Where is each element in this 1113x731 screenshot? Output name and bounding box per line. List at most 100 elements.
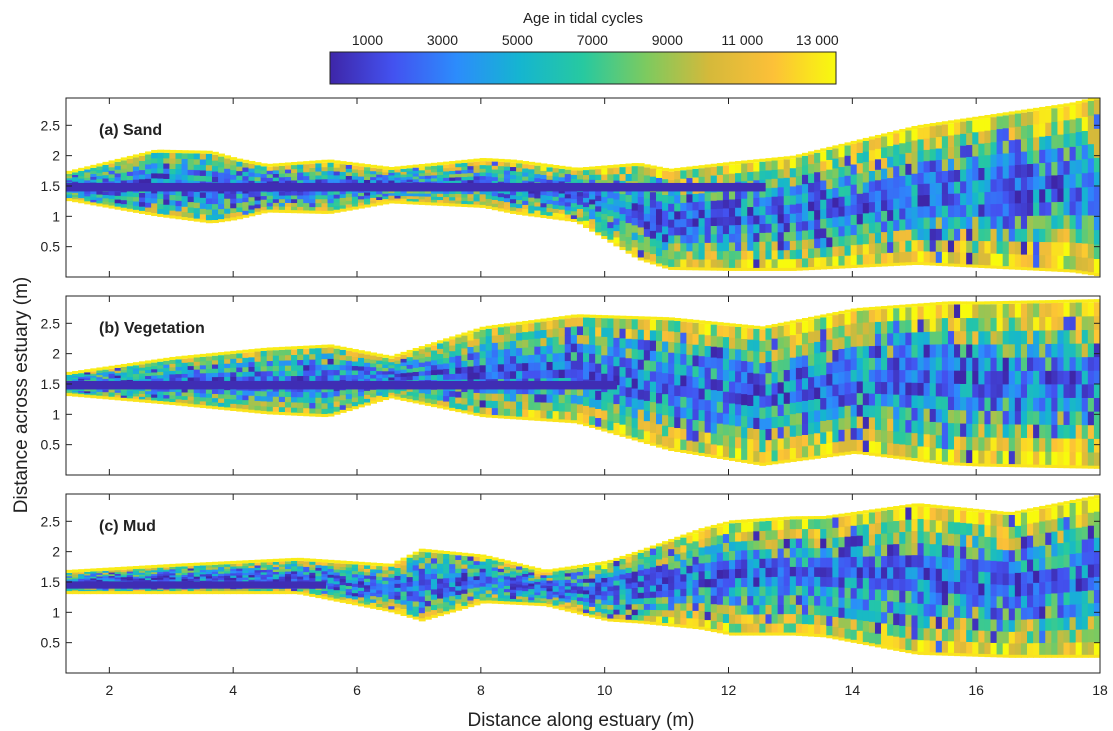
deposit-cell xyxy=(163,163,171,169)
deposit-rim xyxy=(254,211,262,215)
deposit-rim xyxy=(151,213,159,217)
deposit-cell xyxy=(400,362,408,367)
deposit-cell xyxy=(698,344,706,357)
deposit-cell xyxy=(236,390,244,396)
deposit-rim xyxy=(169,356,177,360)
deposit-rim xyxy=(759,326,767,330)
deposit-cell xyxy=(145,168,152,175)
deposit-cell xyxy=(534,393,542,403)
deposit-cell xyxy=(145,207,152,213)
deposit-cell xyxy=(735,447,742,460)
deposit-rim xyxy=(199,219,207,223)
deposit-cell xyxy=(236,371,244,377)
deposit-rim xyxy=(388,355,396,359)
deposit-cell xyxy=(84,578,92,581)
deposit-rim xyxy=(753,267,761,271)
deposit-cell xyxy=(1081,302,1089,317)
deposit-cell xyxy=(637,227,645,236)
deposit-cell xyxy=(601,202,609,209)
deposit-cell xyxy=(692,398,700,410)
deposit-cell xyxy=(181,392,189,397)
deposit-cell xyxy=(66,175,73,179)
deposit-rim xyxy=(1069,465,1077,469)
deposit-rim xyxy=(887,454,894,459)
deposit-cell xyxy=(516,203,523,209)
deposit-cell xyxy=(655,208,663,217)
deposit-rim xyxy=(321,344,329,348)
deposit-cell xyxy=(467,190,475,195)
deposit-cell xyxy=(479,392,487,401)
deposit-cell xyxy=(643,251,651,260)
deposit-cell xyxy=(1093,411,1100,426)
deposit-cell xyxy=(747,427,755,440)
deposit-rim xyxy=(607,165,615,169)
deposit-cell xyxy=(753,206,761,216)
deposit-rim xyxy=(1069,269,1077,273)
deposit-cell xyxy=(461,348,469,355)
deposit-rim xyxy=(576,221,584,225)
deposit-cell xyxy=(552,328,560,337)
deposit-cell xyxy=(619,173,627,181)
deposit-cell xyxy=(887,241,894,253)
deposit-cell xyxy=(960,304,967,319)
deposit-rim xyxy=(698,267,706,271)
deposit-cell xyxy=(1008,241,1016,255)
deposit-cell xyxy=(455,196,463,201)
deposit-cell xyxy=(947,228,955,241)
deposit-cell xyxy=(1093,258,1100,274)
deposit-cell xyxy=(1051,356,1059,371)
deposit-cell xyxy=(72,377,79,380)
deposit-cell xyxy=(1008,253,1016,267)
deposit-cell xyxy=(716,250,724,260)
deposit-cell xyxy=(899,307,907,321)
deposit-cell xyxy=(613,356,621,367)
deposit-cell xyxy=(364,374,371,379)
deposit-cell xyxy=(899,240,907,253)
deposit-cell xyxy=(510,170,517,176)
deposit-cell xyxy=(856,203,864,215)
panel-2: 0.511.522.5 (b) Vegetation xyxy=(41,295,1101,476)
deposit-cell xyxy=(649,253,657,262)
deposit-cell xyxy=(862,428,870,441)
deposit-cell xyxy=(558,197,566,202)
deposit-cell xyxy=(412,173,420,177)
deposit-cell xyxy=(595,327,603,337)
deposit-cell xyxy=(631,232,639,241)
deposit-cell xyxy=(108,195,116,199)
deposit-cell xyxy=(211,368,219,373)
deposit-cell xyxy=(181,190,189,197)
deposit-cell xyxy=(151,394,159,398)
deposit-rim xyxy=(120,363,128,367)
deposit-cell xyxy=(972,410,980,424)
deposit-cell xyxy=(899,444,907,457)
deposit-rim xyxy=(333,160,341,164)
deposit-rim xyxy=(102,567,110,571)
deposit-cell xyxy=(941,135,949,148)
deposit-cell xyxy=(649,191,657,200)
deposit-cell xyxy=(126,175,134,181)
deposit-cell xyxy=(138,197,146,203)
deposit-cell xyxy=(649,412,657,423)
deposit-rim xyxy=(430,342,438,346)
deposit-cell xyxy=(449,362,457,369)
deposit-cell xyxy=(364,176,371,180)
deposit-cell xyxy=(735,370,742,383)
deposit-cell xyxy=(96,194,104,198)
deposit-cell xyxy=(108,198,116,203)
deposit-cell xyxy=(376,377,384,382)
deposit-cell xyxy=(570,214,578,220)
deposit-rim xyxy=(874,306,882,310)
deposit-rim xyxy=(893,305,901,309)
deposit-cell xyxy=(132,396,140,400)
deposit-cell xyxy=(418,178,426,182)
deposit-cell xyxy=(808,173,815,183)
deposit-cell xyxy=(722,336,730,349)
deposit-cell xyxy=(601,174,609,181)
deposit-cell xyxy=(874,369,882,382)
deposit-cell xyxy=(747,250,755,260)
deposit-cell xyxy=(406,176,414,180)
deposit-cell xyxy=(218,177,225,184)
deposit-cell xyxy=(266,195,274,200)
deposit-cell xyxy=(230,193,238,199)
deposit-cell xyxy=(181,377,189,382)
